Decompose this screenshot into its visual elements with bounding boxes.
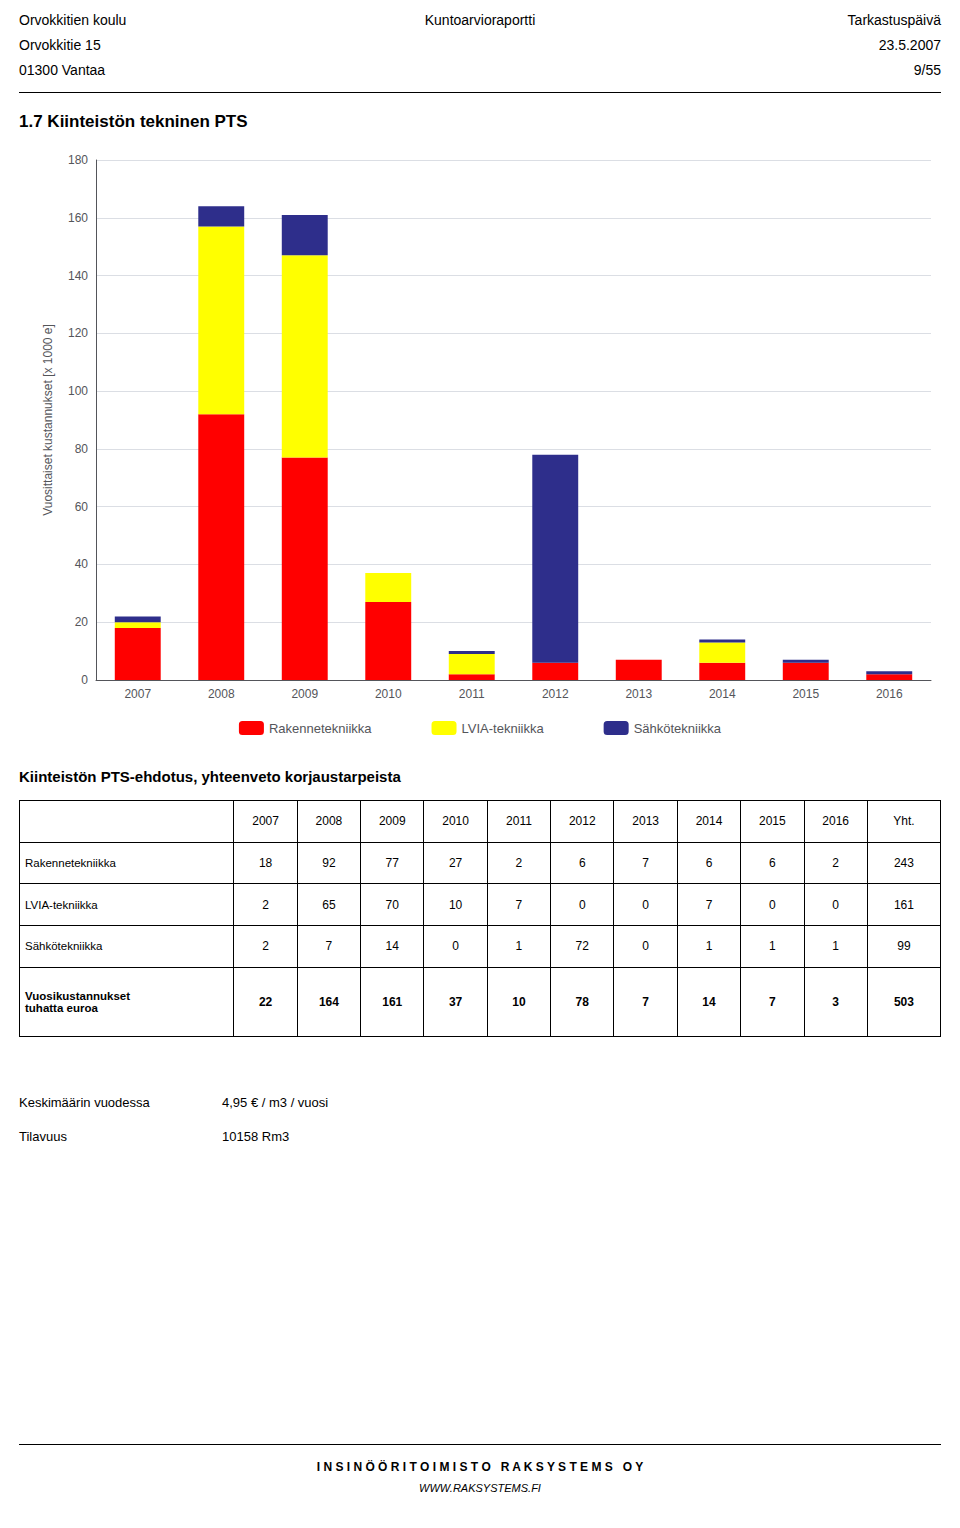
svg-text:2012: 2012 xyxy=(542,687,569,701)
html-text:243: 243 xyxy=(893,856,914,870)
svg-text:2008: 2008 xyxy=(208,687,235,701)
html-text:10158 Rm3: 10158 Rm3 xyxy=(222,1129,290,1144)
html-text:2: 2 xyxy=(832,856,839,870)
svg-text:160: 160 xyxy=(68,211,88,225)
svg-text:LVIA-tekniikka: LVIA-tekniikka xyxy=(462,721,545,736)
svg-text:2009: 2009 xyxy=(291,687,318,701)
html-text:0: 0 xyxy=(452,939,459,954)
html-text:1: 1 xyxy=(832,939,839,954)
svg-text:80: 80 xyxy=(75,442,89,456)
html-text:7: 7 xyxy=(642,856,649,870)
html-text:2015: 2015 xyxy=(759,814,786,829)
svg-text:2015: 2015 xyxy=(792,687,819,701)
html-text:7: 7 xyxy=(515,897,523,912)
html-text:Tilavuus: Tilavuus xyxy=(19,1129,67,1144)
html-text:3: 3 xyxy=(832,994,839,1009)
html-text:0: 0 xyxy=(642,897,649,912)
html-text:Orvokkitie 15: Orvokkitie 15 xyxy=(19,37,101,53)
html-text:72: 72 xyxy=(575,939,589,954)
html-text:0: 0 xyxy=(832,897,839,912)
svg-text:20: 20 xyxy=(75,615,89,629)
html-text:6: 6 xyxy=(769,856,776,870)
html-text:Tarkastuspäivä: Tarkastuspäivä xyxy=(847,12,941,28)
html-text:14: 14 xyxy=(702,994,716,1009)
svg-text:Rakennetekniikka: Rakennetekniikka xyxy=(269,721,372,736)
svg-text:120: 120 xyxy=(68,326,88,340)
html-text:2011: 2011 xyxy=(506,814,532,829)
html-text:78: 78 xyxy=(575,994,589,1009)
html-text:161: 161 xyxy=(382,994,403,1009)
svg-text:2016: 2016 xyxy=(876,687,903,701)
html-text:23.5.2007: 23.5.2007 xyxy=(878,37,941,53)
svg-text:2011: 2011 xyxy=(459,687,485,701)
html-text:Vuosikustannukset tuhatta euro: Vuosikustannukset tuhatta euroa xyxy=(25,989,130,1014)
html-text:27: 27 xyxy=(448,856,463,870)
html-text:0: 0 xyxy=(579,897,586,912)
html-text:2010: 2010 xyxy=(442,814,469,829)
html-text:2013: 2013 xyxy=(632,814,659,829)
html-text:7: 7 xyxy=(642,994,649,1009)
svg-text:2007: 2007 xyxy=(124,687,151,701)
html-text:1: 1 xyxy=(705,939,713,954)
html-text:37: 37 xyxy=(448,994,463,1009)
html-text:161: 161 xyxy=(893,897,914,912)
html-text:6: 6 xyxy=(579,856,586,870)
html-text:Rakennetekniikka: Rakennetekniikka xyxy=(25,857,116,869)
html-text:Sähkötekniikka: Sähkötekniikka xyxy=(25,940,103,953)
html-text:Kiinteistön PTS-ehdotus, yhtee: Kiinteistön PTS-ehdotus, yhteenveto korj… xyxy=(19,768,401,785)
html-text:2009: 2009 xyxy=(378,814,406,829)
html-text:2016: 2016 xyxy=(822,814,849,829)
svg-text:2013: 2013 xyxy=(625,687,652,701)
html-text:2007: 2007 xyxy=(252,814,279,829)
html-text:92: 92 xyxy=(322,856,336,870)
html-text:70: 70 xyxy=(385,897,399,912)
html-text:6: 6 xyxy=(705,856,713,870)
html-text:503: 503 xyxy=(893,994,914,1009)
html-text:1: 1 xyxy=(515,939,523,954)
html-text:9/55: 9/55 xyxy=(913,62,941,78)
svg-text:140: 140 xyxy=(68,269,88,283)
svg-text:Sähkötekniikka: Sähkötekniikka xyxy=(634,721,722,736)
html-text:18: 18 xyxy=(258,856,273,870)
svg-text:60: 60 xyxy=(75,500,89,514)
svg-text:Vuosittaiset kustannukset [x 1: Vuosittaiset kustannukset [x 1000 e] xyxy=(41,324,55,516)
html-text:99: 99 xyxy=(897,939,911,954)
html-text:164: 164 xyxy=(318,994,339,1009)
html-text:2: 2 xyxy=(262,897,269,912)
svg-text:0: 0 xyxy=(81,673,88,687)
html-text:Kuntoarvioraportti: Kuntoarvioraportti xyxy=(424,12,536,28)
svg-text:180: 180 xyxy=(68,153,88,167)
html-text:65: 65 xyxy=(322,897,336,912)
html-text:22: 22 xyxy=(258,994,273,1009)
html-text:77: 77 xyxy=(385,856,399,870)
svg-text:2014: 2014 xyxy=(709,687,736,701)
html-text:2014: 2014 xyxy=(695,814,723,829)
html-text:7: 7 xyxy=(769,994,776,1009)
html-text:1: 1 xyxy=(769,939,776,954)
html-text:0: 0 xyxy=(769,897,776,912)
html-text:2012: 2012 xyxy=(568,814,596,829)
svg-text:40: 40 xyxy=(75,557,89,571)
html-text:4,95 € / m3 / vuosi: 4,95 € / m3 / vuosi xyxy=(222,1095,329,1110)
svg-text:100: 100 xyxy=(68,384,88,398)
html-text:Keskimäärin vuodessa: Keskimäärin vuodessa xyxy=(19,1095,150,1110)
html-text:14: 14 xyxy=(385,939,399,954)
html-text:01300 Vantaa: 01300 Vantaa xyxy=(19,62,106,78)
html-text:2: 2 xyxy=(262,939,269,954)
html-text:WWW.RAKSYSTEMS.FI: WWW.RAKSYSTEMS.FI xyxy=(419,1482,541,1494)
html-text:0: 0 xyxy=(642,939,649,954)
svg-text:2010: 2010 xyxy=(375,687,402,701)
html-text:7: 7 xyxy=(325,939,333,954)
html-text:2008: 2008 xyxy=(315,814,343,829)
html-text:Yht.: Yht. xyxy=(893,814,915,829)
html-text:10: 10 xyxy=(512,994,526,1009)
html-text:Orvokkitien koulu: Orvokkitien koulu xyxy=(19,12,127,28)
html-text:I N S I N Ö Ö R I T O I M I S: I N S I N Ö Ö R I T O I M I S T O R A K … xyxy=(316,1460,644,1474)
html-text:1.7 Kiinteistön tekninen PTS: 1.7 Kiinteistön tekninen PTS xyxy=(19,112,248,131)
html-text:7: 7 xyxy=(705,897,713,912)
html-text:2: 2 xyxy=(515,856,523,870)
html-text:LVIA-tekniikka: LVIA-tekniikka xyxy=(25,898,98,911)
html-text:10: 10 xyxy=(448,897,463,912)
